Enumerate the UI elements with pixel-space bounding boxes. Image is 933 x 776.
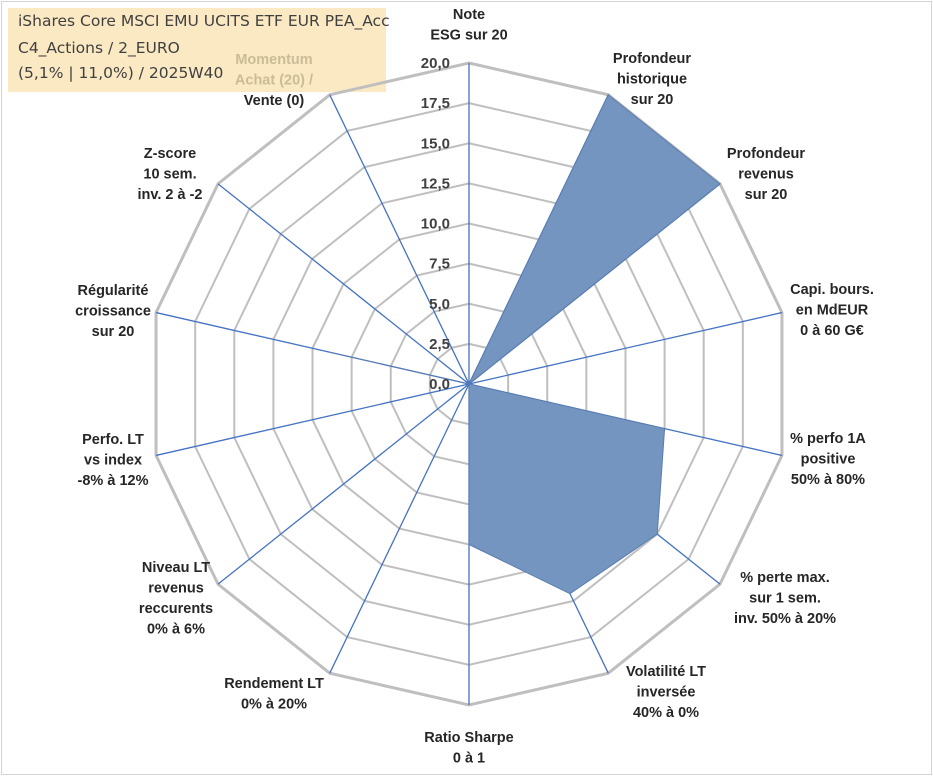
data-point (569, 593, 571, 595)
title-box: iShares Core MSCI EMU UCITS ETF EUR PEA_… (8, 8, 390, 92)
axis-spoke (329, 383, 470, 674)
axis-spoke (468, 311, 783, 385)
axis-spoke (217, 383, 470, 585)
chart-title-line2: C4_Actions / 2_EURO (18, 39, 180, 57)
data-point (468, 544, 470, 545)
tick-label: 17,5 (421, 95, 450, 112)
data-point (327, 351, 329, 353)
axis-label: Niveau LT revenus reccurents 0% à 6% (139, 560, 213, 638)
data-point (664, 428, 666, 430)
data-point (719, 183, 721, 185)
axis-label: Ratio Sharpe 0 à 1 (424, 730, 513, 767)
tick-labels: 0,0 2,5 5,0 7,5 10,0 12,5 15,0 17,5 20,0 (421, 55, 450, 393)
axis-label: Profondeur revenus sur 20 (727, 146, 805, 203)
axis-labels: Note ESG sur 20 Profondeur historique sur 20… (75, 7, 874, 767)
tick-label: 5,0 (429, 296, 450, 313)
momentum-label: Momentum Achat (20) / (235, 52, 313, 89)
data-point (607, 94, 609, 96)
axis-spoke (217, 183, 470, 385)
axis-label: Profondeur historique sur 20 (613, 51, 691, 108)
axis-label: Rendement LT 0% à 20% (224, 676, 324, 713)
tick-label: 7,5 (429, 256, 450, 273)
tick-label: 15,0 (421, 135, 450, 152)
axis-spoke (155, 383, 470, 457)
data-area-group (327, 94, 721, 595)
axis-spoke (329, 94, 470, 385)
tick-label: 10,0 (421, 216, 450, 233)
tick-label: 20,0 (421, 55, 450, 72)
axis-label: % perte max. sur 1 sem. inv. 50% à 20% (734, 570, 836, 627)
axis-label: Régularité croissance sur 20 (75, 283, 151, 340)
axis-label: Note ESG sur 20 (430, 7, 507, 44)
axis-label: Capi. bours. en MdEUR 0 à 60 G€ (790, 282, 874, 339)
tick-label: 12,5 (421, 175, 450, 192)
axis-label: Z-score 10 sem. inv. 2 à -2 (137, 146, 202, 203)
axis-label: Vente (0) (244, 93, 305, 109)
axis-label: Perfo. LT vs index -8% à 12% (78, 432, 149, 489)
tick-label: 0,0 (429, 376, 450, 393)
chart-title-line3: (5,1% | 11,0%) / 2025W40 (18, 64, 224, 82)
chart-title-line1: iShares Core MSCI EMU UCITS ETF EUR PEA_… (18, 12, 390, 30)
axis-label: % perfo 1A positive 50% à 80% (790, 431, 866, 488)
tick-label: 2,5 (429, 336, 450, 353)
axis-label: Volatilité LT inversée 40% à 0% (626, 664, 706, 721)
data-point (468, 383, 470, 385)
data-point (656, 533, 658, 535)
